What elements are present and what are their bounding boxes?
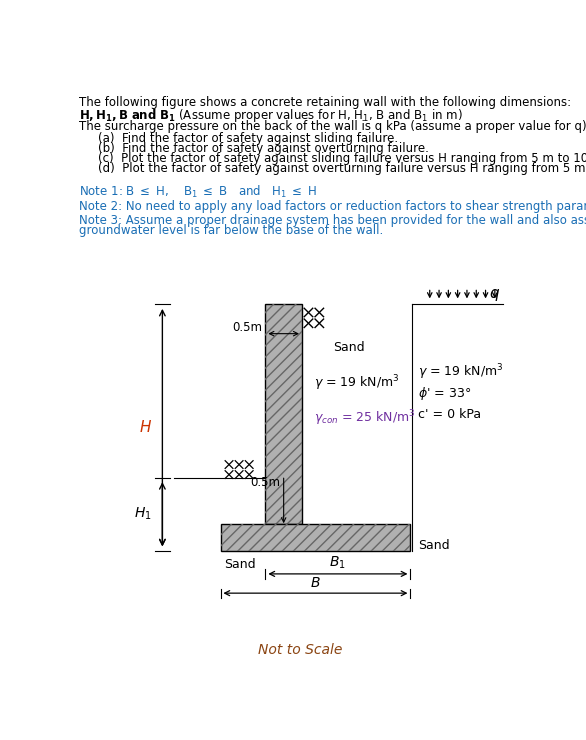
Text: c' = 0 kPa: c' = 0 kPa [418, 408, 481, 421]
Text: Not to Scale: Not to Scale [258, 643, 342, 657]
Bar [220, 524, 410, 551]
Text: (d)  Plot the factor of safety against overturning failure versus H ranging from: (d) Plot the factor of safety against ov… [98, 162, 586, 175]
Text: $\bf{H, H_1, B}$ $\bf{and}$ $\bf{B_1}$ (Assume proper values for H, H$_1$, B and: $\bf{H, H_1, B}$ $\bf{and}$ $\bf{B_1}$ (… [80, 107, 463, 124]
Text: (c)  Plot the factor of safety against sliding failure versus H ranging from 5 m: (c) Plot the factor of safety against sl… [98, 152, 586, 165]
Text: 0.5m: 0.5m [251, 476, 281, 489]
Text: Sand: Sand [224, 559, 256, 571]
Text: Sand: Sand [418, 539, 449, 552]
Text: $\phi$' = 33°: $\phi$' = 33° [418, 386, 471, 403]
Text: Note 2: No need to apply any load factors or reduction factors to shear strength: Note 2: No need to apply any load factor… [80, 201, 586, 213]
Text: Sand: Sand [333, 341, 364, 354]
Text: $\gamma$ = 19 kN/m$^3$: $\gamma$ = 19 kN/m$^3$ [418, 362, 504, 382]
Text: (a)  Find the factor of safety against sliding failure.: (a) Find the factor of safety against sl… [98, 132, 398, 145]
Text: Note 1: B $\leq$ H,    B$_1$ $\leq$ B   and   H$_1$ $\leq$ H: Note 1: B $\leq$ H, B$_1$ $\leq$ B and H… [80, 184, 318, 201]
Text: q: q [489, 286, 499, 301]
Bar [220, 524, 410, 551]
Text: B: B [311, 576, 320, 590]
Text: The surcharge pressure on the back of the wall is q kPa (assume a proper value f: The surcharge pressure on the back of th… [80, 120, 586, 132]
Text: (b)  Find the factor of safety against overturning failure.: (b) Find the factor of safety against ov… [98, 142, 429, 155]
Bar [265, 304, 302, 524]
Text: groundwater level is far below the base of the wall.: groundwater level is far below the base … [80, 224, 384, 238]
Text: Note 3: Assume a proper drainage system has been provided for the wall and also : Note 3: Assume a proper drainage system … [80, 215, 586, 227]
Text: B$_1$: B$_1$ [329, 554, 346, 571]
Bar [265, 304, 302, 524]
Text: The following figure shows a concrete retaining wall with the following dimensio: The following figure shows a concrete re… [80, 96, 571, 110]
Text: $\gamma$ = 19 kN/m$^3$: $\gamma$ = 19 kN/m$^3$ [314, 374, 399, 393]
Text: H: H [140, 420, 152, 435]
Text: $\gamma_{con}$ = 25 kN/m$^3$: $\gamma_{con}$ = 25 kN/m$^3$ [314, 408, 415, 428]
Text: 0.5m: 0.5m [233, 321, 263, 334]
Text: H$_1$: H$_1$ [134, 506, 152, 522]
